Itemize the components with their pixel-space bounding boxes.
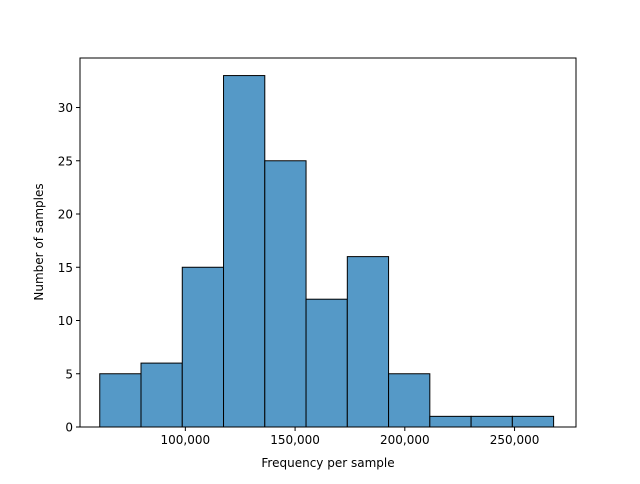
- x-tick-label-0: 100,000: [161, 433, 211, 447]
- x-tick-label-3: 250,000: [490, 433, 540, 447]
- y-tick-label-3: 15: [58, 261, 73, 275]
- bars-layer: [99, 75, 555, 428]
- histogram-bar-3: [223, 75, 266, 428]
- histogram-bar-0: [99, 373, 142, 428]
- histogram-bar-4: [264, 160, 307, 428]
- histogram-bar-6: [346, 256, 390, 428]
- y-axis-ticks: 0 5 10 15 20 25 30: [58, 101, 80, 435]
- y-tick-label-0: 0: [65, 421, 73, 435]
- histogram-bar-2: [181, 266, 225, 428]
- y-tick-label-1: 5: [65, 367, 73, 381]
- histogram-bar-10: [511, 415, 555, 428]
- histogram-bar-1: [140, 362, 183, 428]
- y-tick-label-6: 30: [58, 101, 73, 115]
- y-tick-label-5: 25: [58, 154, 73, 168]
- histogram-bar-7: [388, 373, 431, 428]
- y-axis-label: Number of samples: [32, 183, 46, 300]
- plot-frame: [79, 57, 577, 428]
- histogram-bar-8: [429, 415, 472, 428]
- histogram-bar-5: [305, 298, 348, 428]
- x-tick-label-2: 200,000: [380, 433, 430, 447]
- y-tick-label-2: 10: [58, 314, 73, 328]
- x-axis-ticks: 100,000 150,000 200,000 250,000: [161, 427, 540, 447]
- x-tick-label-1: 150,000: [270, 433, 320, 447]
- histogram-bar-9: [470, 415, 513, 428]
- x-axis-label: Frequency per sample: [261, 456, 394, 470]
- y-tick-label-4: 20: [58, 208, 73, 222]
